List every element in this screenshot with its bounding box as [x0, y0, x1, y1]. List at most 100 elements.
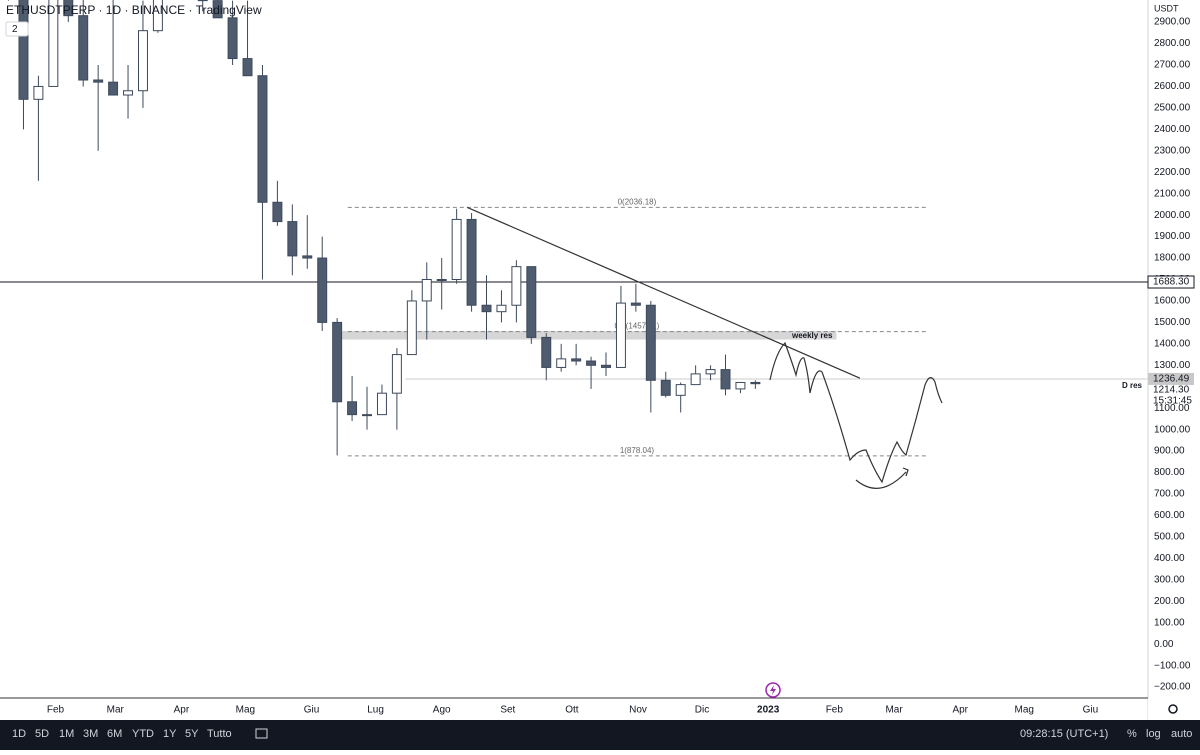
y-tick-label: 2300.00: [1154, 145, 1191, 156]
candle-body: [347, 401, 358, 416]
fib-label: 0.5(1457.11): [615, 322, 660, 331]
forecast-sketch: [769, 341, 943, 484]
date-range-icon[interactable]: [255, 728, 268, 739]
candle-body: [212, 0, 223, 19]
y-tick-label: 1600.00: [1154, 296, 1191, 307]
y-tick-label: 300.00: [1154, 574, 1185, 585]
x-tick-label: Mar: [107, 705, 125, 716]
candle-body: [78, 15, 89, 81]
fib-label: 0(2036.18): [618, 197, 657, 206]
candle-body: [436, 279, 447, 282]
x-tick-label: Lug: [367, 705, 384, 716]
y-tick-label: 2900.00: [1154, 17, 1191, 28]
y-tick-label: 1000.00: [1154, 424, 1191, 435]
y-tick-label: 0.00: [1154, 639, 1174, 650]
indicator-box[interactable]: [5, 21, 29, 37]
candle-body: [18, 0, 29, 100]
range-button[interactable]: 3M: [83, 728, 98, 740]
candle-body: [421, 279, 432, 302]
y-tick-label: 100.00: [1154, 617, 1185, 628]
marker-tag-label: 1236.49: [1153, 374, 1190, 385]
candle-body: [586, 360, 597, 366]
candle-body: [451, 218, 462, 281]
y-tick-label: −200.00: [1154, 682, 1191, 693]
zone-label: weekly res: [791, 331, 833, 340]
candle-body: [630, 302, 641, 306]
candle-body: [645, 304, 656, 381]
y-tick-label: 500.00: [1154, 532, 1185, 543]
y-tick-label: 2400.00: [1154, 124, 1191, 135]
range-button[interactable]: 1Y: [163, 728, 177, 740]
candle-body: [63, 0, 74, 17]
fib-label: 1(878.04): [620, 446, 655, 455]
candle-body: [406, 300, 417, 356]
range-button[interactable]: 5Y: [185, 728, 199, 740]
y-tick-label: 1400.00: [1154, 338, 1191, 349]
y-tick-label: 1500.00: [1154, 317, 1191, 328]
y-tick-label: 2100.00: [1154, 188, 1191, 199]
axis-option[interactable]: auto: [1171, 728, 1192, 740]
candle-body: [362, 414, 372, 417]
candle-body: [541, 336, 552, 368]
candle-body: [496, 304, 507, 313]
candle-body: [317, 257, 328, 323]
candle-body: [720, 369, 731, 390]
candle-body: [93, 79, 104, 83]
y-tick-label: 700.00: [1154, 489, 1185, 500]
y-tick-label: 1900.00: [1154, 231, 1191, 242]
chart-title: ETHUSDTPERP · 1D · BINANCE · TradingView: [6, 3, 262, 17]
settings-icon[interactable]: [1168, 704, 1178, 714]
x-tick-label: Set: [500, 705, 515, 716]
y-tick-label: 400.00: [1154, 553, 1185, 564]
clock: 09:28:15 (UTC+1): [1020, 728, 1108, 740]
candle-body: [376, 392, 387, 416]
indicator-count[interactable]: 2: [12, 24, 18, 35]
range-button[interactable]: 6M: [107, 728, 122, 740]
axis-option[interactable]: %: [1127, 728, 1137, 740]
y-tick-label: 1800.00: [1154, 253, 1191, 264]
candle-body: [511, 266, 522, 306]
range-button[interactable]: 1M: [59, 728, 74, 740]
x-tick-label: Apr: [952, 705, 968, 716]
range-button[interactable]: Tutto: [207, 728, 232, 740]
candle-body: [705, 369, 716, 375]
y-tick-label: 800.00: [1154, 467, 1185, 478]
y-tick-label: 1300.00: [1154, 360, 1191, 371]
x-tick-label: Apr: [174, 705, 190, 716]
candle-body: [601, 364, 611, 368]
candle-body: [287, 221, 298, 257]
axis-option[interactable]: log: [1146, 728, 1161, 740]
y-tick-label: 2500.00: [1154, 103, 1191, 114]
candle-body: [302, 255, 313, 259]
candle-body: [242, 58, 253, 77]
candle-body: [690, 373, 701, 386]
event-icon[interactable]: [765, 682, 781, 698]
x-tick-label: 2023: [757, 705, 780, 716]
candle-body: [615, 302, 626, 368]
x-tick-label: Feb: [47, 705, 65, 716]
candle-body: [108, 81, 119, 96]
toolbar: [0, 720, 1200, 750]
y-tick-label: 2600.00: [1154, 81, 1191, 92]
range-button[interactable]: YTD: [132, 728, 154, 740]
candle-body: [152, 0, 163, 32]
countdown: 15:31:45: [1153, 395, 1192, 406]
y-tick-label: 1100.00: [1154, 403, 1190, 414]
range-button[interactable]: 1D: [12, 728, 26, 740]
y-tick-label: 200.00: [1154, 596, 1185, 607]
x-tick-label: Ago: [433, 705, 451, 716]
candle-body: [227, 17, 238, 60]
price-tag: [1147, 275, 1195, 289]
y-tick-label: 2200.00: [1154, 167, 1191, 178]
candle-body: [556, 358, 567, 368]
candle-body: [391, 354, 402, 394]
candle-body: [660, 379, 671, 396]
trend-line: [467, 206, 861, 379]
currency[interactable]: USDT: [1154, 3, 1179, 13]
range-button[interactable]: 5D: [35, 728, 49, 740]
last-price-label: 1214.30: [1153, 384, 1190, 395]
candle-body: [466, 218, 477, 306]
x-tick-label: Mag: [1015, 705, 1034, 716]
y-tick-label: 2800.00: [1154, 38, 1191, 49]
axis-corner: [1148, 698, 1200, 720]
